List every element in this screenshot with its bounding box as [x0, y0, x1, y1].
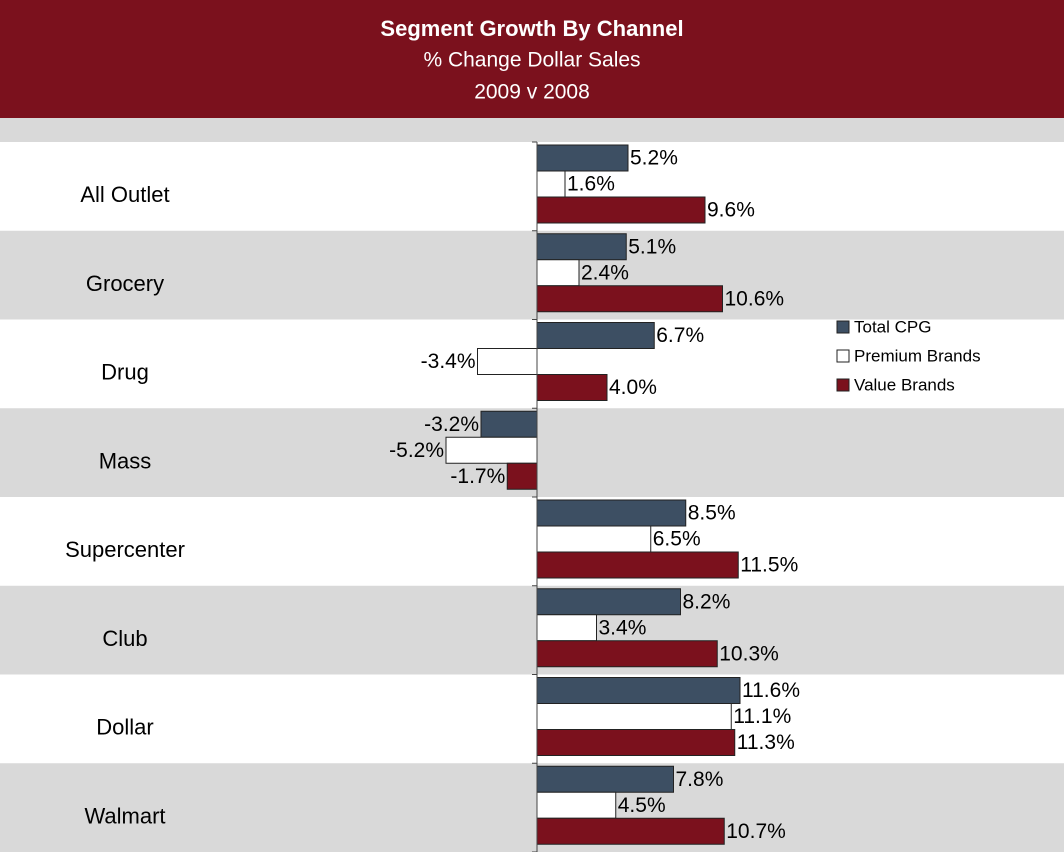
value-label: 5.1% — [628, 235, 676, 258]
legend-swatch — [836, 378, 850, 392]
value-label: 6.5% — [653, 528, 701, 551]
bar — [536, 729, 736, 756]
value-label: -1.7% — [450, 465, 505, 488]
bar — [536, 640, 718, 668]
value-label: 7.8% — [676, 768, 724, 791]
chart-subtitle: 2009 v 2008 — [474, 81, 590, 104]
bar — [536, 551, 739, 579]
category-label: Dollar — [96, 715, 153, 740]
bar — [536, 791, 617, 819]
row-band — [0, 585, 1064, 675]
value-label: 1.6% — [567, 173, 615, 196]
value-label: -3.2% — [424, 413, 479, 436]
value-label: 11.6% — [742, 679, 800, 702]
value-label: 4.0% — [609, 376, 657, 399]
category-label: All Outlet — [80, 182, 169, 207]
chart-subtitle: % Change Dollar Sales — [423, 49, 640, 72]
category-label: Club — [102, 626, 147, 651]
row-band — [0, 230, 1064, 320]
value-label: 8.5% — [688, 502, 736, 525]
category-label: Mass — [99, 448, 152, 473]
category-label: Supercenter — [65, 537, 185, 562]
bar — [536, 285, 723, 313]
value-label: 9.6% — [707, 199, 755, 222]
row-band — [0, 142, 1064, 231]
category-label: Drug — [101, 360, 149, 385]
value-label: 11.5% — [740, 554, 798, 577]
chart-title: Segment Growth By Channel — [380, 16, 683, 41]
bar — [480, 410, 538, 438]
row-band — [0, 497, 1064, 586]
bar — [445, 436, 538, 464]
bar — [506, 462, 538, 490]
bar — [536, 817, 725, 845]
bar — [536, 259, 580, 287]
value-label: -3.4% — [421, 350, 476, 373]
row-band — [0, 674, 1064, 764]
value-label: 11.3% — [737, 731, 795, 754]
row-band — [0, 763, 1064, 852]
category-label: Walmart — [84, 803, 165, 828]
value-label: 8.2% — [683, 590, 731, 613]
bar — [536, 374, 608, 401]
header-gap — [0, 118, 1064, 142]
value-label: 10.6% — [725, 287, 785, 310]
bar — [536, 677, 741, 704]
bar — [536, 525, 652, 553]
legend-label: Premium Brands — [854, 346, 981, 365]
bar — [536, 765, 674, 793]
bar — [536, 703, 732, 730]
bar — [536, 614, 597, 642]
bar — [536, 499, 687, 527]
bar — [536, 233, 627, 261]
bar — [536, 322, 655, 349]
legend-swatch — [836, 320, 850, 334]
value-label: 5.2% — [630, 147, 678, 170]
value-label: 11.1% — [733, 705, 791, 728]
legend-swatch — [836, 349, 850, 363]
bar — [477, 348, 538, 375]
category-label: Grocery — [86, 271, 164, 296]
header-band — [0, 0, 1064, 118]
legend-label: Value Brands — [854, 375, 955, 394]
value-label: 10.7% — [726, 820, 786, 843]
bar — [536, 144, 629, 172]
value-label: 4.5% — [618, 794, 666, 817]
legend-label: Total CPG — [854, 317, 931, 336]
value-label: -5.2% — [389, 439, 444, 462]
value-label: 3.4% — [599, 616, 647, 639]
marks: 5.2% 1.6% 9.6% 5.1% 2.4% 10.6% 6.7% -3.4% 4.0% -3… — [389, 141, 981, 852]
value-label: 10.3% — [719, 642, 779, 665]
value-label: 6.7% — [656, 324, 704, 347]
bar — [536, 588, 681, 616]
bar — [536, 196, 706, 224]
value-label: 2.4% — [581, 261, 629, 284]
bar — [536, 170, 566, 198]
